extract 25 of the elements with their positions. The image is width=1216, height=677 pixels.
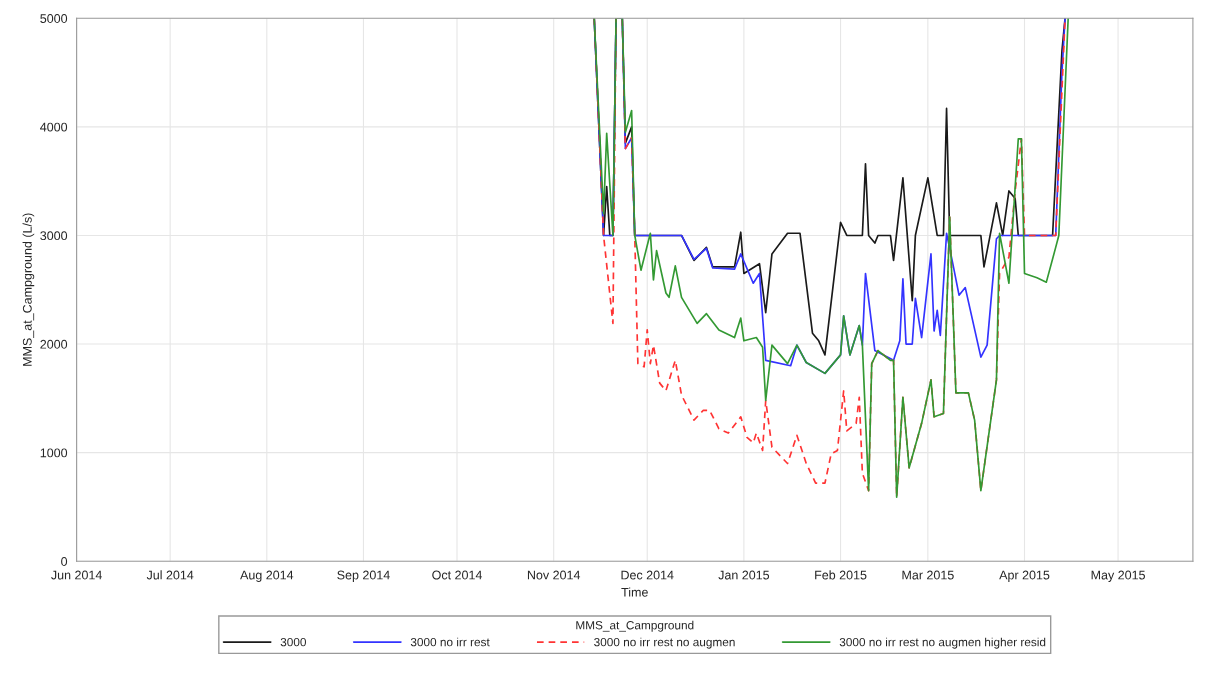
x-tick-label: Mar 2015 [902,570,954,580]
x-tick-label: Apr 2015 [999,570,1050,582]
legend-label: 3000 no irr rest no augmen higher resid [839,637,1046,649]
x-tick-label: May 2015 [1091,570,1145,582]
legend-label: 3000 no irr rest no augmen [594,637,735,649]
x-tick-label: Jun 2014 [51,570,102,580]
x-tick-label: Jul 2014 [146,570,194,580]
x-axis-title: Time [621,587,648,597]
x-tick-label: Nov 2014 [527,570,581,580]
y-tick-label: 0 [61,557,68,566]
y-tick-label: 5000 [40,14,68,23]
y-tick-label: 1000 [40,448,68,458]
y-tick-label: 4000 [40,122,68,132]
y-tick-label: 2000 [40,339,68,349]
x-tick-label: Feb 2015 [815,570,867,580]
legend-label: 3000 [280,637,307,647]
x-tick-label: Sep 2014 [337,570,390,582]
x-tick-label: Jan 2015 [718,570,770,580]
x-tick-label: Oct 2014 [432,570,483,580]
legend-label: 3000 no irr rest [410,637,490,647]
x-tick-label: Dec 2014 [621,570,674,580]
x-tick-label: Aug 2014 [240,570,294,582]
y-tick-label: 3000 [40,231,68,241]
y-axis-title: MMS_at_Campground (L/s) [22,213,35,366]
legend-title: MMS_at_Campground [576,620,694,632]
